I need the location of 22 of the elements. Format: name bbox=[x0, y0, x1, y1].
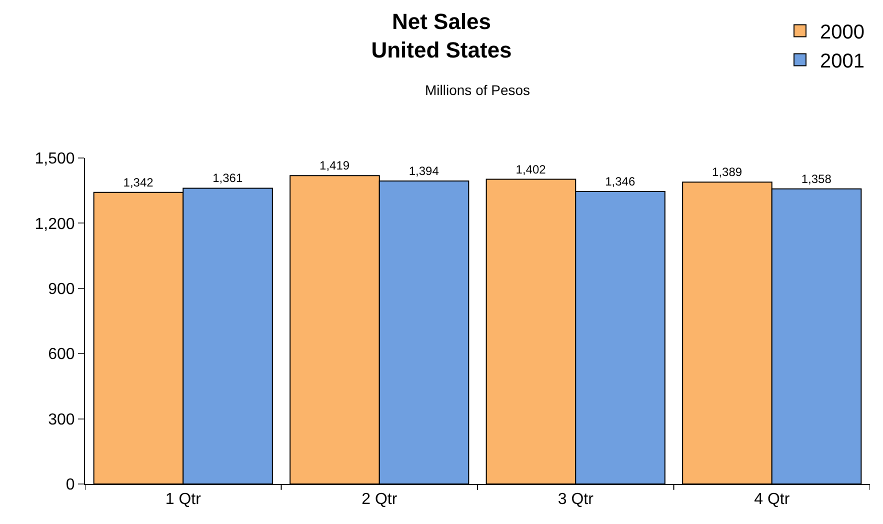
data-label: 1,346 bbox=[605, 174, 636, 188]
data-label: 1,402 bbox=[516, 162, 546, 176]
legend-label: 2000 bbox=[820, 22, 864, 44]
legend-label: 2001 bbox=[820, 50, 864, 73]
data-label: 1,419 bbox=[320, 158, 350, 173]
x-tick-label: 3 Qtr bbox=[558, 491, 594, 508]
data-label: 1,361 bbox=[212, 171, 243, 186]
y-tick-label: 1,500 bbox=[34, 150, 75, 168]
y-tick-label: 600 bbox=[48, 346, 75, 364]
y-tick-label: 900 bbox=[48, 281, 75, 298]
data-label: 1,389 bbox=[712, 165, 742, 180]
data-label: 1,394 bbox=[408, 164, 440, 178]
y-tick-label: 300 bbox=[48, 411, 75, 428]
y-tick-label: 0 bbox=[66, 476, 75, 494]
x-tick-label: 4 Qtr bbox=[754, 491, 790, 508]
data-label: 1,358 bbox=[801, 172, 832, 186]
y-tick-label: 1,200 bbox=[34, 216, 75, 233]
chart-subtitle: Millions of Pesos bbox=[425, 82, 530, 98]
x-tick-label: 1 Qtr bbox=[165, 491, 202, 508]
x-tick-label: 2 Qtr bbox=[362, 491, 398, 508]
chart-title: Net Sales United States bbox=[371, 8, 512, 62]
data-label: 1,342 bbox=[123, 175, 154, 190]
